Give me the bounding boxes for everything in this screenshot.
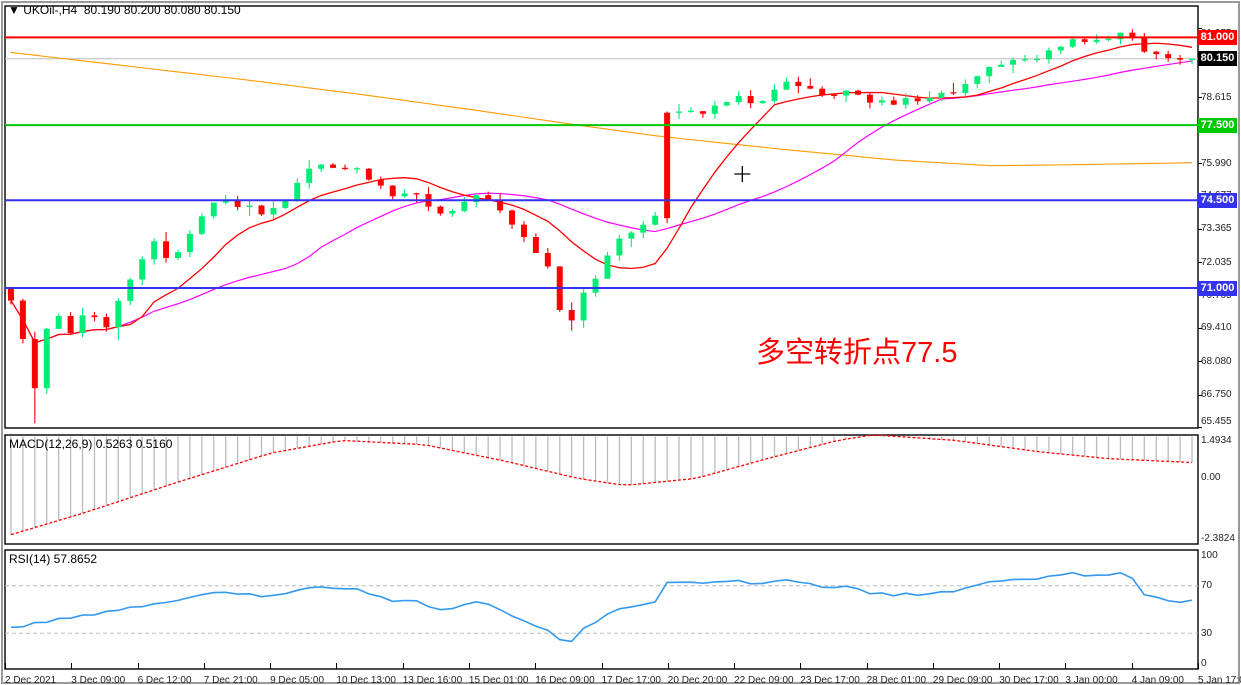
- svg-text:RSI(14) 57.8652: RSI(14) 57.8652: [9, 552, 97, 566]
